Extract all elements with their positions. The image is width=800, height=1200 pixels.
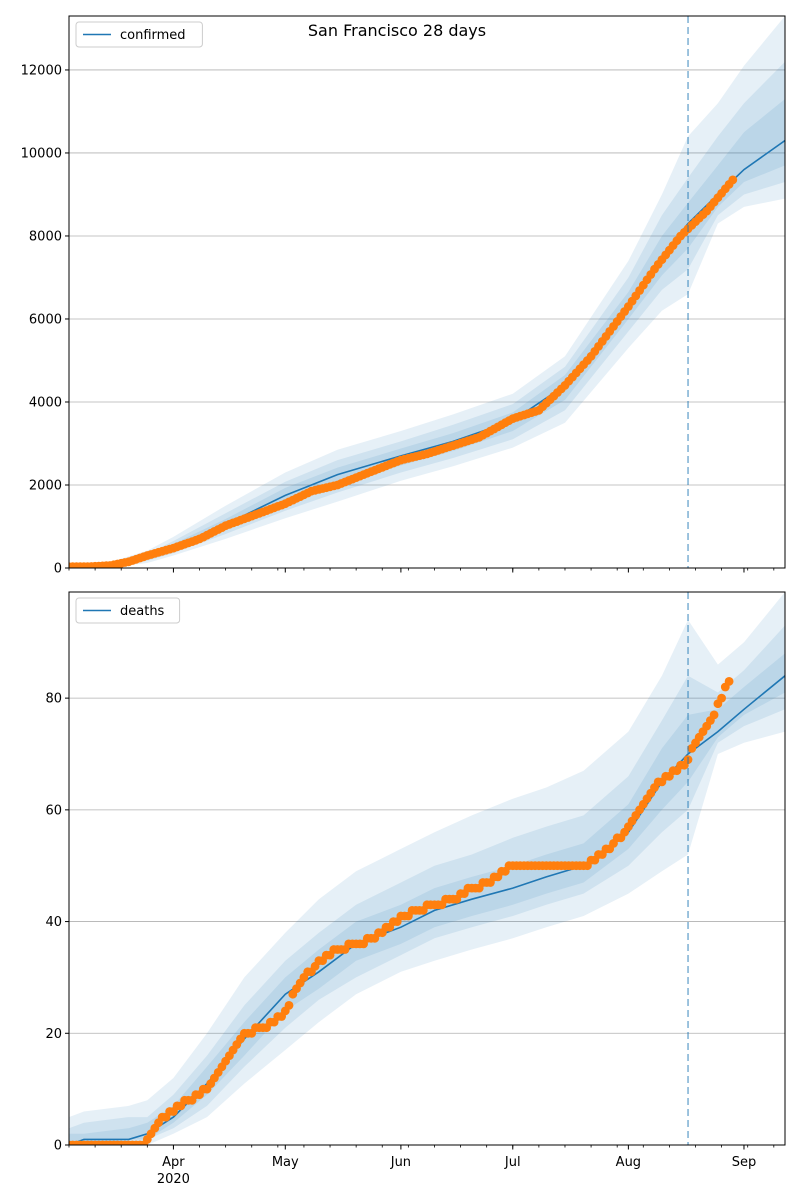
- axes-frame: [68, 591, 786, 1146]
- y-tick-label: 40: [45, 915, 62, 930]
- x-tick-label: Sep: [732, 1155, 757, 1170]
- legend: confirmed: [75, 21, 203, 48]
- uncertainty-band-2: [69, 625, 785, 1145]
- observed-point: [728, 175, 738, 185]
- y-tick-label: 0: [54, 1139, 62, 1154]
- legend-box: [75, 21, 203, 48]
- y-tick-label: 0: [54, 562, 62, 577]
- x-tick-label: May: [272, 1155, 299, 1170]
- legend-box: [75, 597, 181, 624]
- y-tick-label: 60: [45, 803, 62, 818]
- observed-point: [724, 677, 734, 686]
- y-tick-label: 4000: [29, 395, 62, 410]
- deaths-panel: 0 20 40 60 80 Apr 2020 May Jun Jul Aug Sep deaths: [45, 591, 786, 1187]
- legend-label: deaths: [120, 604, 165, 619]
- x-year-label: 2020: [157, 1172, 190, 1187]
- y-tick-label: 6000: [29, 312, 62, 327]
- chart-title: San Francisco 28 days: [308, 21, 486, 40]
- legend-label: confirmed: [120, 28, 186, 43]
- uncertainty-band-2: [69, 61, 785, 568]
- y-tick-label: 20: [45, 1027, 62, 1042]
- y-tick-label: 2000: [29, 478, 62, 493]
- y-tick-label: 8000: [29, 229, 62, 244]
- uncertainty-band-1: [69, 592, 785, 1145]
- confirmed-panel: 0 2000 4000 6000 8000 10000 12000 confirmed: [21, 15, 786, 577]
- legend: deaths: [75, 597, 181, 624]
- observed-point: [709, 710, 719, 720]
- y-tick-label: 10000: [21, 146, 62, 161]
- observed-point: [284, 1001, 294, 1010]
- y-tick-label: 80: [45, 692, 62, 707]
- plot-area: [69, 16, 785, 568]
- x-tick-label: Apr: [162, 1155, 185, 1170]
- axes-frame: [68, 15, 786, 569]
- plot-area: [69, 592, 785, 1145]
- x-tick-label: Jul: [504, 1155, 521, 1170]
- uncertainty-band-3: [69, 653, 785, 1145]
- x-tick-label: Aug: [616, 1155, 641, 1170]
- observed-point: [717, 693, 726, 703]
- x-tick-label: Jun: [390, 1155, 411, 1170]
- y-tick-label: 12000: [21, 63, 62, 78]
